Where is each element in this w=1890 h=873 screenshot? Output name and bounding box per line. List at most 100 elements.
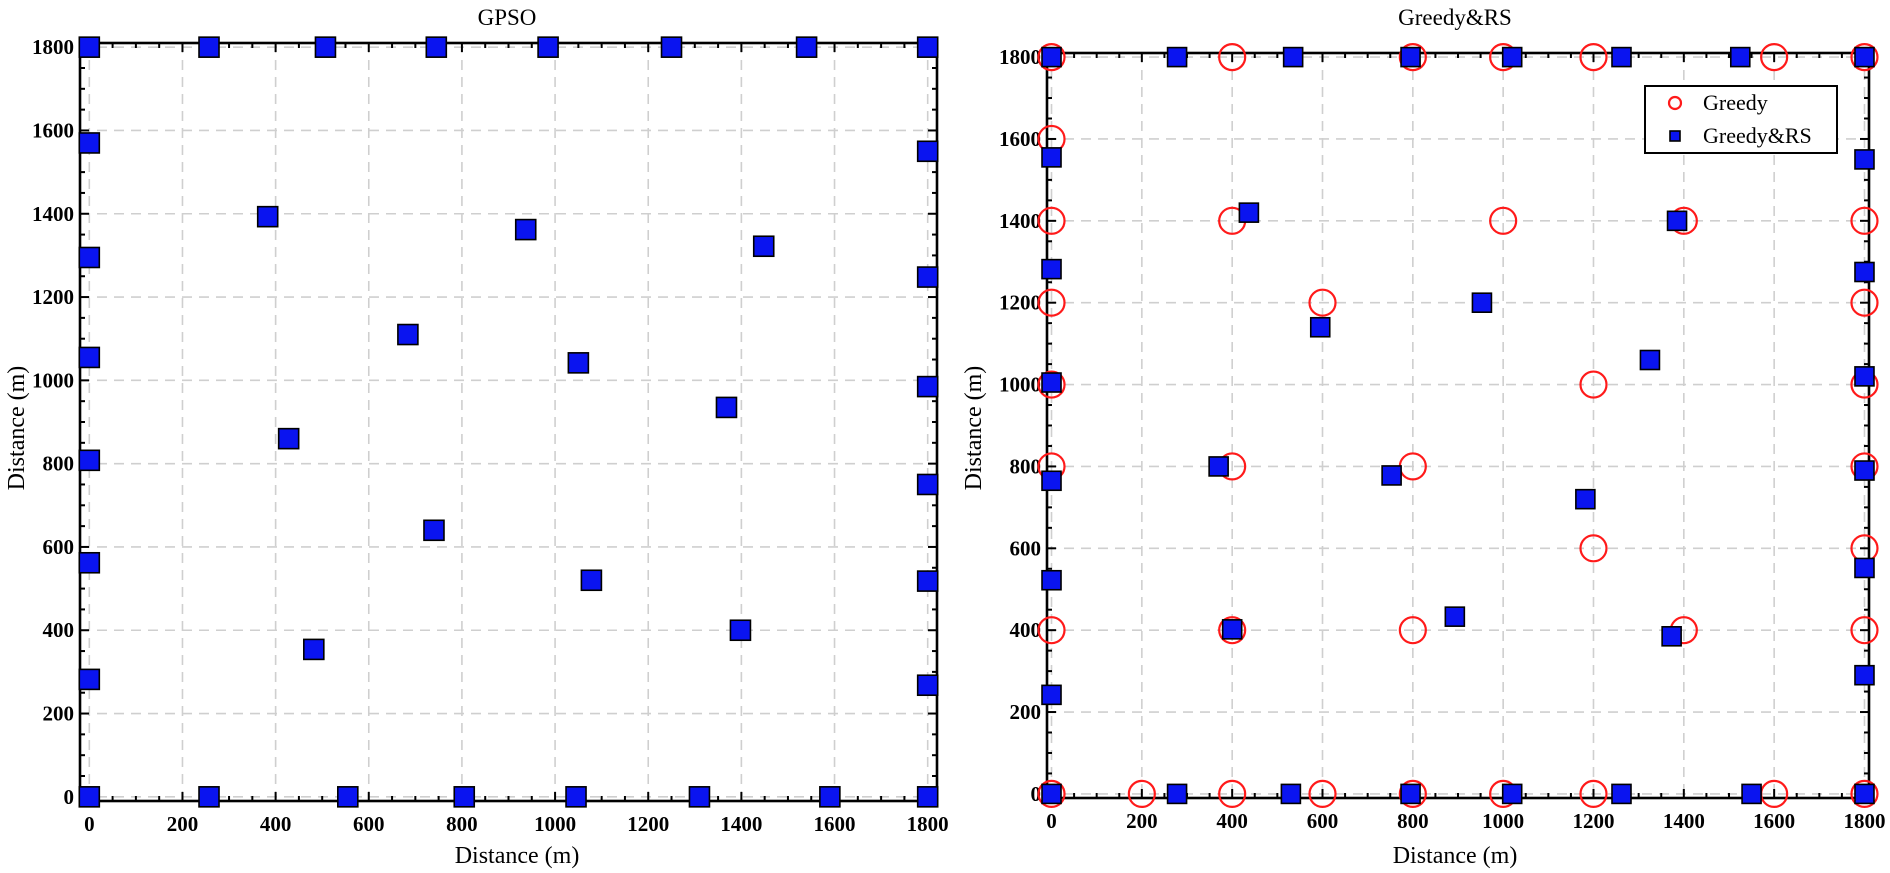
series-greedy-rs [1041,46,1875,805]
data-point-square [337,786,359,808]
x-tick-label: 400 [260,812,292,836]
data-point-circle [1850,206,1879,235]
data-point-square [1041,372,1062,393]
data-point-square [78,449,101,472]
data-point-square [1611,46,1632,68]
y-tick-label: 200 [43,702,75,726]
data-point-square [916,266,939,288]
data-point-circle [1218,616,1247,645]
data-point-square [1611,783,1632,805]
data-point-circle [1850,616,1879,645]
x-tick-label: 0 [1046,809,1057,833]
y-tick-label: 1600 [32,118,74,142]
data-point-circle [1037,288,1066,317]
x-tick-label: 1800 [907,812,949,836]
data-point-circle [1308,288,1337,317]
data-point-circle [1218,779,1247,809]
y-tick-label: 400 [1010,618,1042,642]
data-point-square [567,352,590,374]
y-tick-label: 1800 [32,35,74,59]
x-tick-label: 200 [1126,809,1158,833]
data-point-circle [1398,779,1427,809]
y-tick-label: 600 [1010,536,1042,560]
data-point-square [715,396,738,419]
data-point-square [916,473,939,496]
data-point-circle [1127,779,1156,809]
series-points [78,36,939,808]
greedy-rs-chart: Greedy&RS Distance (m) Distance (m) 0 200… [961,5,1885,869]
x-tick-label: 800 [1397,809,1429,833]
data-point-square [1501,46,1523,68]
data-point-square [565,786,587,808]
y-tick-label: 200 [1010,700,1042,724]
y-tick-label: 1400 [999,209,1041,233]
data-point-square [78,786,101,808]
data-point-square [537,36,559,58]
x-tick-label: 1600 [814,812,856,836]
data-point-square [1166,783,1188,805]
data-point-circle [1037,779,1066,809]
data-point-square [1166,46,1188,68]
chart-title: GPSO [478,5,537,30]
data-point-square [303,638,325,661]
data-point-square [78,346,101,369]
data-point-square [453,786,476,808]
data-point-square [660,36,683,58]
data-point-square [580,569,603,592]
y-axis-label: Distance (m) [961,366,987,491]
data-point-circle [1579,779,1608,809]
data-point-square [916,786,939,808]
data-point-square [1041,470,1062,492]
data-point-square [1280,783,1302,805]
data-point-square [1661,626,1682,647]
y-tick-label: 1200 [999,291,1041,315]
data-point-circle [1398,42,1427,72]
data-point-square [78,36,101,58]
data-point-square [1221,619,1243,640]
legend-marker-circle [1667,95,1683,111]
x-tick-label: 1000 [1482,809,1524,833]
y-tick-label: 0 [64,785,75,809]
grid [1047,53,1869,798]
data-point-square [1282,46,1304,68]
data-point-circle [1850,288,1879,317]
data-point-square [1575,488,1596,510]
data-point-square [1854,460,1875,481]
legend-label: Greedy&RS [1703,123,1812,148]
x-tick-label: 1200 [1572,809,1614,833]
data-point-square [514,218,537,241]
data-point-square [1854,46,1875,68]
data-point-square [1400,783,1421,805]
plot-frame [1045,51,1871,800]
data-point-square [1041,46,1062,68]
data-point-square [819,786,841,808]
data-point-circle [1579,534,1608,563]
y-tick-label: 1000 [999,373,1041,397]
data-point-square [78,551,101,574]
legend: Greedy Greedy&RS [1644,85,1838,154]
data-point-square [916,36,939,58]
data-point-square [916,375,939,398]
legend-marker-square [1669,130,1681,142]
data-point-square [314,36,337,58]
y-tick-label: 800 [1010,454,1042,478]
data-point-square [916,674,939,697]
y-tick-label: 600 [43,535,75,559]
y-tick-label: 1800 [999,45,1041,69]
data-point-square [1741,783,1762,805]
y-tick-label: 1400 [32,202,74,226]
x-axis-label: Distance (m) [455,843,580,869]
y-tick-label: 1600 [999,127,1041,151]
y-tick-label: 400 [43,618,75,642]
plot-frame [78,41,939,803]
data-point-circle [1037,42,1066,72]
data-point-circle [1037,616,1066,645]
x-tick-label: 0 [84,812,95,836]
data-point-square [423,519,445,542]
data-point-square [1729,46,1751,68]
data-point-square [1238,202,1260,223]
data-point-circle [1579,42,1608,72]
data-point-square [1041,684,1062,706]
y-tick-label: 1000 [32,368,74,392]
x-tick-label: 800 [446,812,478,836]
